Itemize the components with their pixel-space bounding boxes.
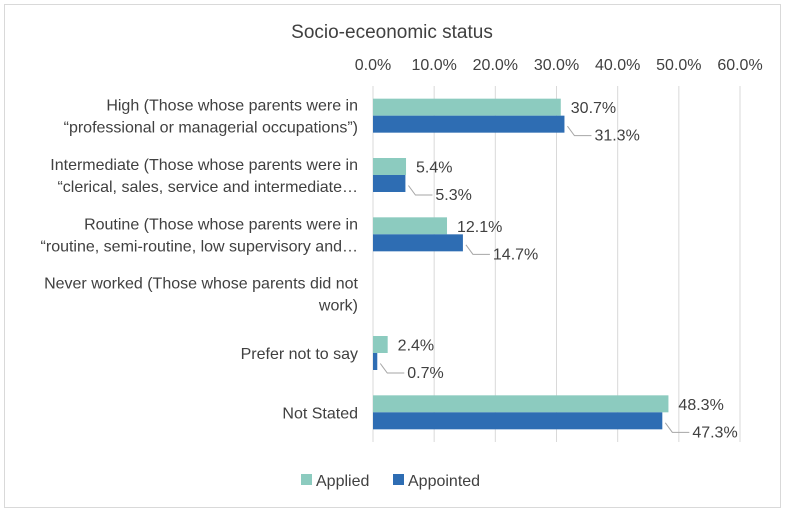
- gridlines: [372, 86, 741, 442]
- category-label: “clerical, sales, service and intermedia…: [57, 179, 358, 196]
- chart-border: [4, 4, 781, 508]
- bar-appointed: [373, 353, 378, 370]
- data-label: 47.3%: [692, 424, 737, 441]
- data-label: 30.7%: [571, 100, 616, 117]
- chart-title: Socio-eceonomic status: [291, 22, 493, 43]
- data-label: 0.7%: [407, 365, 443, 382]
- bar-applied: [373, 336, 388, 353]
- x-tick-label: 40.0%: [595, 57, 640, 74]
- bar-appointed: [373, 234, 463, 252]
- data-label: 5.4%: [416, 160, 452, 177]
- data-label-leader: [567, 125, 592, 137]
- data-label: 31.3%: [594, 128, 639, 145]
- x-axis-ticks: 0.0% 10.0% 20.0% 30.0% 40.0% 50.0% 60.0%: [355, 57, 763, 74]
- data-label-leader: [664, 422, 690, 433]
- data-label: 14.7%: [493, 246, 538, 263]
- x-tick-label: 60.0%: [717, 57, 762, 74]
- category-label: Not Stated: [282, 405, 358, 422]
- x-tick-label: 10.0%: [411, 57, 456, 74]
- bar-applied: [373, 158, 407, 175]
- legend-swatch-appointed: [393, 474, 404, 485]
- category-label: “routine, semi-routine, low supervisory …: [41, 238, 358, 255]
- bar-applied: [373, 395, 669, 413]
- legend-label-appointed: Appointed: [408, 473, 480, 490]
- x-tick-label: 50.0%: [656, 57, 701, 74]
- data-label: 2.4%: [398, 338, 434, 355]
- x-tick-label: 30.0%: [534, 57, 579, 74]
- bar-applied: [373, 98, 561, 116]
- legend-swatch-applied: [301, 474, 312, 485]
- data-label-leader: [465, 244, 490, 255]
- data-label: 5.3%: [435, 187, 471, 204]
- bar-appointed: [373, 175, 406, 192]
- data-label: 48.3%: [678, 397, 723, 414]
- data-label-leader: [379, 363, 405, 374]
- x-tick-label: 20.0%: [473, 57, 518, 74]
- bar-appointed: [373, 412, 663, 430]
- category-label: work): [318, 298, 358, 315]
- category-label: Never worked (Those whose parents did no…: [44, 276, 358, 293]
- bar-appointed: [373, 115, 565, 133]
- legend-label-applied: Applied: [316, 473, 369, 490]
- category-labels: High (Those whose parents were in “profes…: [41, 98, 359, 423]
- data-labels: 30.7% 31.3% 5.4% 5.3% 12.1% 14.7% 2.4% 0.7% 48.3…: [379, 100, 738, 441]
- x-tick-label: 0.0%: [355, 57, 391, 74]
- category-label: Prefer not to say: [241, 346, 358, 363]
- bars: [373, 98, 669, 430]
- category-label: Routine (Those whose parents were in: [84, 216, 358, 233]
- category-label: High (Those whose parents were in: [106, 98, 358, 115]
- legend: Applied Appointed: [301, 473, 480, 490]
- category-label: Intermediate (Those whose parents were i…: [50, 157, 358, 174]
- bar-applied: [373, 217, 448, 235]
- category-label: “professional or managerial occupations”…: [64, 120, 358, 137]
- data-label-leader: [408, 185, 433, 196]
- data-label: 12.1%: [457, 219, 502, 236]
